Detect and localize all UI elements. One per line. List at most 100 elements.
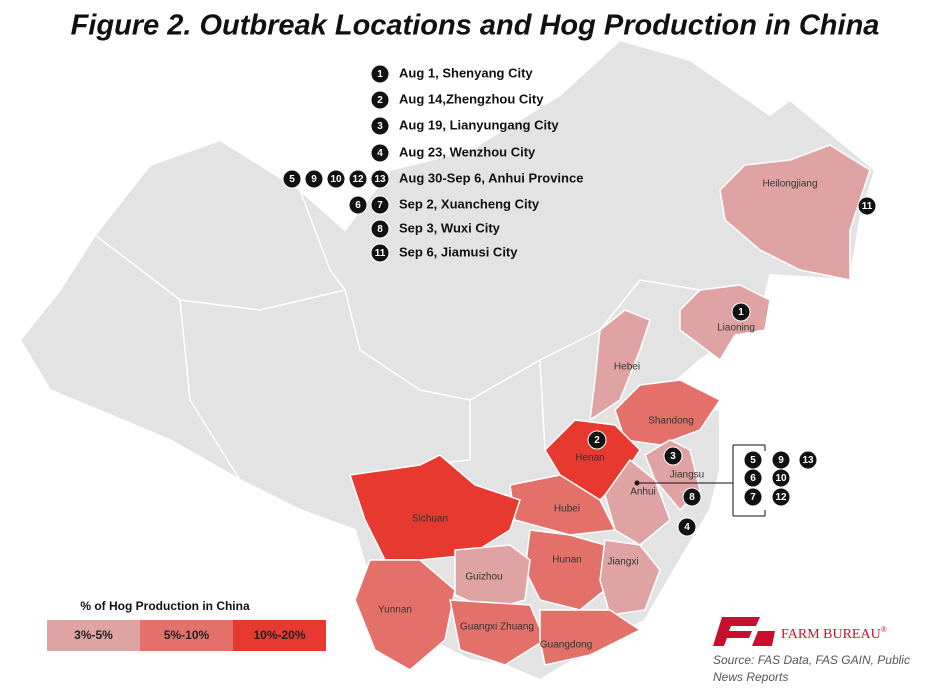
marker-number: 10	[330, 174, 342, 185]
outbreak-marker	[304, 169, 324, 189]
logo-text: FARM BUREAU®	[781, 625, 887, 642]
event-label: Sep 3, Wuxi City	[399, 220, 501, 235]
outbreak-marker	[798, 450, 818, 470]
marker-number: 4	[377, 148, 383, 159]
outbreak-marker	[587, 430, 607, 450]
outbreak-marker	[370, 243, 390, 263]
province-label: Guangxi Zhuang	[460, 622, 534, 633]
province-label: Guizhou	[465, 572, 502, 583]
event-label: Aug 14,Zhengzhou City	[399, 91, 544, 106]
outbreak-marker	[370, 195, 390, 215]
source-line: Source: FAS Data, FAS GAIN, Public	[713, 653, 910, 667]
event-label: Sep 6, Jiamusi City	[399, 244, 518, 259]
marker-number: 7	[377, 200, 383, 211]
marker-number: 2	[377, 95, 383, 106]
legend-swatch	[140, 620, 233, 651]
legend-title: % of Hog Production in China	[80, 599, 250, 613]
marker-number: 10	[775, 473, 787, 484]
legend-label: 10%-20%	[253, 628, 305, 642]
province-label: Shandong	[648, 416, 694, 427]
marker-number: 1	[377, 69, 383, 80]
outbreak-marker	[677, 517, 697, 537]
outbreak-marker	[370, 64, 390, 84]
outbreak-marker	[743, 487, 763, 507]
outbreak-marker	[663, 446, 683, 466]
marker-number: 8	[377, 224, 383, 235]
marker-number: 3	[377, 121, 383, 132]
province-region	[679, 284, 771, 362]
marker-number: 6	[750, 473, 756, 484]
province-label: Hunan	[552, 555, 581, 566]
marker-number: 9	[778, 455, 784, 466]
legend-label: 3%-5%	[74, 628, 113, 642]
outbreak-marker	[370, 90, 390, 110]
province-region	[599, 539, 661, 616]
outbreak-marker	[348, 195, 368, 215]
outbreak-marker	[282, 169, 302, 189]
province-label: Guangdong	[540, 640, 592, 651]
province-region	[454, 544, 531, 611]
province-region	[449, 599, 546, 666]
province-label: Anhui	[630, 487, 656, 498]
legend-swatch	[233, 620, 326, 651]
marker-number: 12	[352, 174, 364, 185]
province-label: Sichuan	[412, 514, 448, 525]
outbreak-marker	[370, 169, 390, 189]
marker-number: 9	[311, 174, 317, 185]
event-label: Aug 23, Wenzhou City	[399, 144, 536, 159]
outbreak-marker	[348, 169, 368, 189]
province-label: Hubei	[554, 504, 580, 515]
province-label: Liaoning	[717, 323, 755, 334]
logo-name: FARM BUREAU	[781, 627, 881, 642]
province-region	[354, 559, 456, 671]
outbreak-marker	[771, 487, 791, 507]
outbreak-marker	[370, 219, 390, 239]
marker-number: 5	[289, 174, 295, 185]
anhui-bracket	[637, 444, 766, 517]
province-label: Heilongjiang	[762, 179, 817, 190]
province-region	[589, 309, 651, 422]
outbreak-marker	[326, 169, 346, 189]
marker-number: 2	[594, 435, 600, 446]
province-region	[719, 144, 871, 281]
anhui-dot	[634, 480, 640, 486]
title: Figure 2. Outbreak Locations and Hog Pro…	[71, 10, 880, 42]
marker-number: 5	[750, 455, 756, 466]
province-label: Henan	[575, 453, 604, 464]
outbreak-marker	[370, 143, 390, 163]
marker-number: 11	[375, 248, 386, 259]
source-line: News Reports	[713, 670, 788, 684]
legend-swatch	[47, 620, 140, 651]
marker-number: 8	[689, 492, 695, 503]
marker-number: 7	[750, 492, 756, 503]
province-region	[349, 454, 521, 561]
outbreak-marker	[682, 487, 702, 507]
logo-mark	[713, 617, 775, 646]
marker-number: 12	[775, 492, 787, 503]
marker-number: 3	[670, 451, 676, 462]
province-region	[509, 474, 617, 536]
outbreak-marker	[857, 196, 877, 216]
marker-number: 13	[374, 174, 386, 185]
legend-label: 5%-10%	[164, 628, 210, 642]
marker-number: 4	[684, 522, 690, 533]
event-label: Aug 19, Lianyungang City	[399, 117, 559, 132]
event-label: Aug 30-Sep 6, Anhui Province	[399, 170, 583, 185]
outbreak-marker	[743, 468, 763, 488]
province-label: Jiangsu	[670, 470, 704, 481]
event-label: Sep 2, Xuancheng City	[399, 196, 540, 211]
marker-number: 11	[862, 201, 873, 212]
province-region	[539, 609, 642, 666]
outbreak-marker	[771, 468, 791, 488]
marker-number: 13	[802, 455, 814, 466]
province-label: Yunnan	[378, 605, 412, 616]
province-label: Hebei	[614, 362, 640, 373]
province-label: Jiangxi	[607, 557, 638, 568]
marker-number: 6	[355, 200, 361, 211]
marker-number: 1	[738, 307, 744, 318]
logo-registered: ®	[881, 625, 887, 634]
outbreak-marker	[370, 116, 390, 136]
event-label: Aug 1, Shenyang City	[399, 65, 533, 80]
outbreak-marker	[731, 302, 751, 322]
